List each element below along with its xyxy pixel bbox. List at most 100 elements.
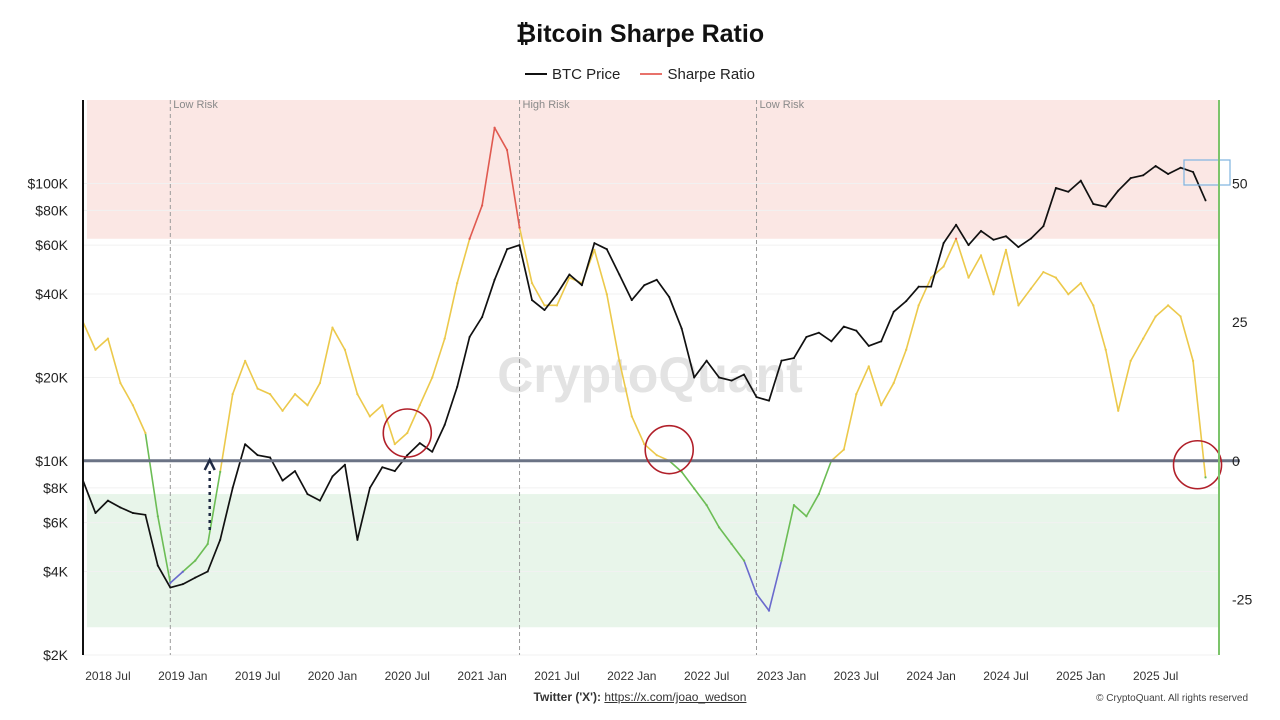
x-tick-label: 2020 Jan: [308, 669, 357, 683]
btc-price-point: [1017, 246, 1020, 249]
sharpe-point: [119, 381, 122, 385]
sharpe-point: [992, 293, 995, 296]
highlight-circle: [644, 424, 695, 475]
sharpe-point: [755, 592, 758, 596]
btc-price-point: [730, 379, 733, 382]
btc-price-point: [955, 223, 958, 226]
sharpe-segment: [668, 459, 683, 473]
right-tick-label: 0: [1232, 453, 1240, 469]
sharpe-segment: [194, 543, 209, 562]
x-tick-label: 2020 Jul: [385, 669, 430, 683]
btc-price-point: [1042, 225, 1045, 228]
sharpe-segment: [955, 237, 970, 279]
legend: BTC Price Sharpe Ratio: [0, 62, 1280, 83]
sharpe-point: [1167, 304, 1170, 307]
annotation-label: High Risk: [523, 99, 571, 111]
sharpe-point: [1129, 359, 1132, 362]
sharpe-segment: [556, 276, 571, 307]
sharpe-segment: [119, 382, 134, 407]
btc-price-point: [1204, 199, 1207, 202]
btc-price-point: [555, 292, 558, 295]
sharpe-point: [1154, 315, 1157, 318]
sharpe-point: [618, 359, 621, 362]
btc-price-point: [892, 310, 895, 313]
sharpe-segment: [456, 237, 471, 284]
x-tick-label: 2023 Jul: [834, 669, 879, 683]
sharpe-point: [1067, 293, 1070, 296]
sharpe-point: [705, 504, 708, 507]
sharpe-segment: [705, 504, 720, 529]
btc-price-point: [381, 466, 384, 469]
sharpe-point: [1204, 476, 1207, 479]
sharpe-point: [244, 359, 247, 362]
btc-price-point: [493, 278, 496, 281]
sharpe-segment: [718, 526, 733, 545]
btc-price-point: [393, 470, 396, 473]
sharpe-point: [930, 276, 933, 279]
btc-price-point: [680, 327, 683, 330]
btc-price-point: [318, 499, 321, 502]
btc-price-point: [294, 470, 297, 473]
left-tick-label: $10K: [35, 453, 68, 469]
sharpe-point: [406, 431, 409, 435]
x-tick-label: 2021 Jan: [457, 669, 506, 683]
legend-item-btc-price[interactable]: BTC Price: [524, 66, 620, 83]
sharpe-point: [842, 448, 845, 451]
sharpe-segment: [942, 237, 957, 268]
annotation-label: Low Risk: [173, 99, 218, 111]
btc-price-point: [693, 376, 696, 379]
sharpe-segment: [768, 559, 783, 612]
btc-price-point: [1004, 235, 1007, 238]
sharpe-segment: [132, 404, 147, 434]
sharpe-point: [892, 381, 895, 385]
sharpe-point: [219, 470, 222, 473]
sharpe-segment: [818, 459, 833, 495]
sharpe-segment: [1030, 271, 1045, 290]
sharpe-point: [443, 337, 446, 340]
sharpe-segment: [356, 393, 371, 418]
sharpe-point: [767, 609, 771, 612]
sharpe-segment: [181, 559, 197, 573]
btc-price-point: [106, 499, 109, 502]
legend-swatch-btc-price: [524, 73, 547, 75]
btc-price-point: [917, 285, 920, 288]
sharpe-segment: [1017, 287, 1032, 307]
sharpe-point: [605, 293, 608, 296]
sharpe-point: [1092, 304, 1095, 307]
sharpe-point: [493, 126, 496, 129]
sharpe-point: [318, 381, 322, 385]
sharpe-point: [281, 409, 284, 412]
sharpe-segment: [1117, 360, 1132, 412]
sharpe-segment: [506, 149, 521, 229]
sharpe-segment: [1192, 360, 1207, 479]
btc-price-point: [967, 244, 970, 247]
sharpe-point: [917, 304, 920, 307]
sharpe-point: [418, 404, 421, 407]
btc-price-point: [705, 359, 708, 362]
btc-price-point: [1117, 189, 1120, 192]
sharpe-segment: [344, 348, 359, 395]
sharpe-point: [1017, 304, 1020, 307]
sharpe-point: [555, 304, 559, 307]
sharpe-point: [231, 393, 234, 396]
sharpe-point: [194, 559, 197, 562]
twitter-link[interactable]: https://x.com/joao_wedson: [604, 690, 747, 704]
btc-price-point: [1167, 173, 1170, 176]
sharpe-segment: [855, 365, 870, 395]
sharpe-point: [717, 526, 721, 529]
sharpe-point: [456, 282, 459, 285]
sharpe-point: [979, 254, 983, 257]
btc-price-point: [992, 238, 995, 241]
btc-price-point: [368, 486, 371, 489]
x-tick-label: 2023 Jan: [757, 669, 806, 683]
sharpe-point: [817, 492, 820, 496]
sharpe-segment: [1067, 282, 1082, 296]
sharpe-point: [468, 237, 471, 240]
chart-title: ₿itcoin Sharpe Ratio: [515, 20, 765, 48]
sharpe-point: [1117, 409, 1120, 412]
sharpe-segment: [1104, 348, 1120, 412]
sharpe-segment: [967, 254, 982, 279]
btc-price-point: [568, 273, 571, 276]
btc-price-point: [767, 399, 770, 402]
legend-item-sharpe-ratio[interactable]: Sharpe Ratio: [640, 66, 755, 83]
